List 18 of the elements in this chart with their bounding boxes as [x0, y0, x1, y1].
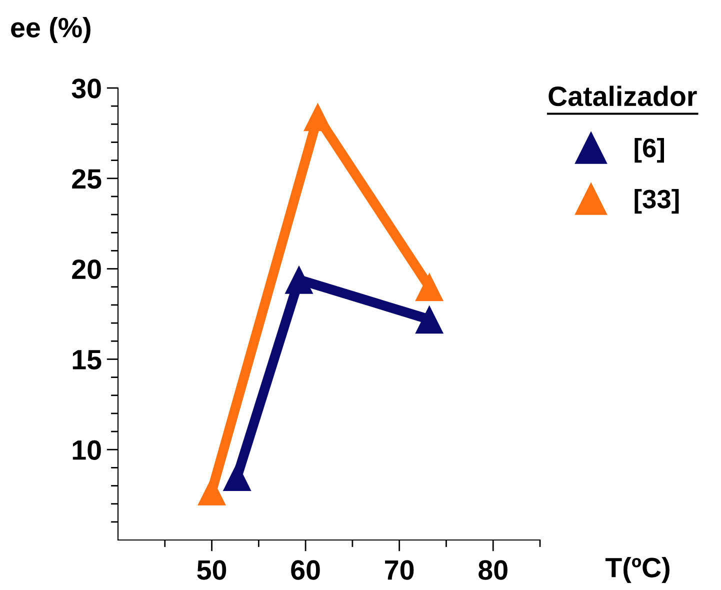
y-tick-label: 25 — [72, 169, 102, 189]
y-tick-label: 15 — [72, 350, 102, 370]
x-tick-label: 60 — [291, 560, 320, 580]
y-tick-label: 10 — [72, 440, 101, 460]
point — [304, 102, 332, 132]
point — [415, 272, 444, 302]
legend-label: [33] — [634, 189, 679, 214]
x-tick-label: 70 — [385, 560, 414, 580]
y-tick-label: 30 — [72, 78, 101, 98]
x-axis-title: T(ºC) — [605, 557, 670, 583]
legend-title: Catalizador — [548, 86, 697, 106]
legend-label: [6] — [634, 138, 664, 163]
point — [415, 305, 444, 334]
x-tick-label: 80 — [478, 560, 508, 580]
y-axis-title: ee (%) — [11, 17, 90, 43]
y-tick-label: 20 — [72, 259, 101, 280]
point — [284, 265, 314, 294]
x-tick-label: 50 — [197, 560, 226, 580]
